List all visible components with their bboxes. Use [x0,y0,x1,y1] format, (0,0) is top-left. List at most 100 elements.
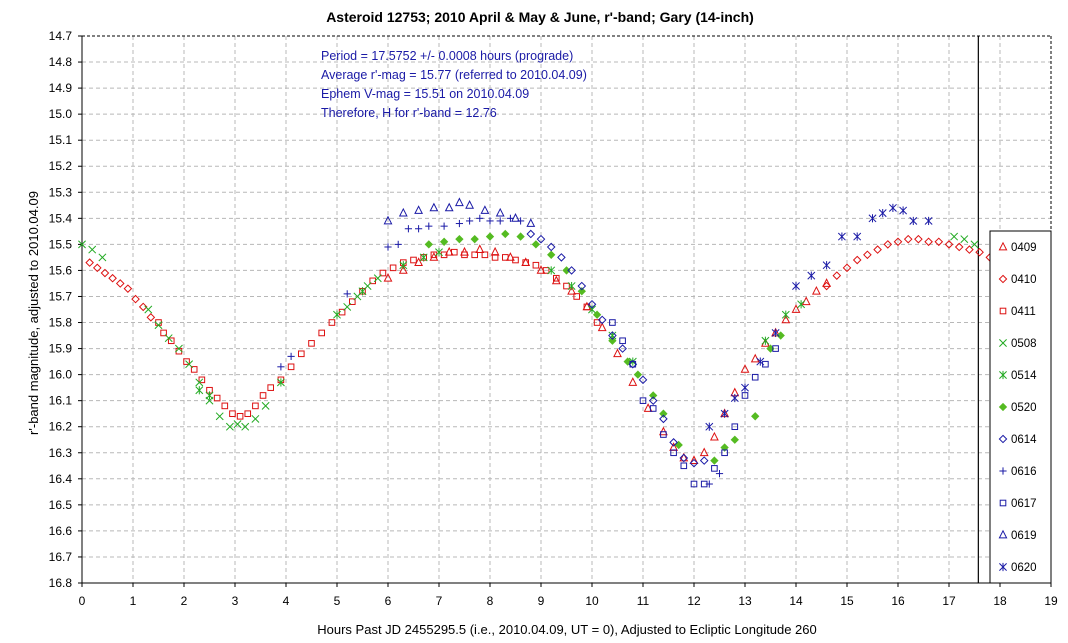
data-point [414,205,424,214]
x-tick-label: 14 [789,594,803,608]
data-point [138,302,148,312]
data-point [491,254,499,261]
legend-label: 0410 [1011,274,1037,286]
data-point [771,328,780,338]
data-point [705,422,714,431]
legend-label: 0409 [1011,242,1037,254]
legend-marker [998,241,1008,251]
legend-item-0410: 0410 [998,274,1037,286]
data-point [174,344,183,353]
data-point [389,264,397,272]
x-tick-label: 6 [385,594,392,608]
data-point [720,443,729,452]
data-point [690,480,698,488]
x-tick-label: 7 [436,594,443,608]
x-tick-label: 12 [687,594,701,608]
data-point [740,364,750,373]
x-tick-label: 18 [993,594,1007,608]
data-point [577,287,586,296]
data-point [975,247,984,257]
data-point [213,394,221,402]
data-point [475,244,485,253]
x-tick-label: 9 [538,594,545,608]
data-point [950,232,959,241]
data-point [751,373,759,381]
data-point [709,431,719,441]
data-point [451,248,458,256]
y-tick-label: 15.7 [49,289,73,303]
data-point [233,420,242,429]
data-point [577,281,587,291]
data-point [649,391,658,400]
data-point [85,258,94,267]
data-point [476,214,484,222]
data-point [791,304,801,313]
data-point [563,282,570,290]
data-point [842,263,852,273]
data-point [751,412,760,421]
x-tick-label: 8 [487,594,494,608]
data-point [756,357,765,366]
data-point [404,225,412,233]
data-point [495,207,505,217]
y-tick-label: 16.2 [49,420,73,434]
legend-label: 0620 [1011,562,1037,574]
x-tick-label: 15 [840,594,854,608]
x-tick-label: 3 [232,594,239,608]
data-point [98,253,107,262]
data-point [465,200,475,209]
data-point [730,393,739,403]
data-point [609,319,616,326]
data-point [259,392,267,399]
data-point [526,218,536,227]
data-point [679,453,689,463]
legend-label: 0520 [1011,402,1037,414]
data-point [648,396,658,405]
data-point [608,331,617,340]
legend-item-0616: 0616 [999,466,1037,478]
data-point [512,256,519,264]
data-point [229,410,236,417]
data-point [893,237,903,247]
data-point [108,273,117,283]
data-point [221,402,229,410]
legend-marker [998,529,1008,539]
data-point [822,278,832,287]
annotation-text-block: Period = 17.5752 +/- 0.0008 hours (progr… [321,49,587,120]
data-point [415,225,423,233]
legend-item-0617: 0617 [999,498,1037,510]
x-tick-label: 13 [738,594,752,608]
data-point [863,250,872,260]
data-point [343,290,351,298]
legend-marker [999,307,1007,315]
data-point [553,274,560,282]
data-point [944,240,954,249]
x-tick-label: 16 [891,594,905,608]
data-point [131,294,140,304]
series-0514 [195,248,806,400]
data-point [797,300,806,309]
data-point [190,366,198,373]
data-point [241,422,250,431]
y-tick-label: 14.7 [49,29,73,43]
data-point [424,240,433,249]
data-point [429,252,439,261]
series-0410 [85,234,995,322]
data-point [267,384,274,391]
x-tick-label: 11 [637,594,650,608]
data-point [557,253,566,262]
data-point [435,248,443,257]
y-tick-label: 16.6 [49,524,73,538]
data-point [853,232,862,241]
data-point [485,232,495,241]
data-point [670,449,677,457]
data-point [532,261,540,269]
annotation-line: Period = 17.5752 +/- 0.0008 hours (progr… [321,49,573,63]
data-point [384,243,392,251]
data-point [730,435,739,444]
data-point [287,363,295,371]
data-point [276,378,285,387]
data-point [440,222,448,230]
data-point [333,310,341,319]
data-point [308,340,315,347]
